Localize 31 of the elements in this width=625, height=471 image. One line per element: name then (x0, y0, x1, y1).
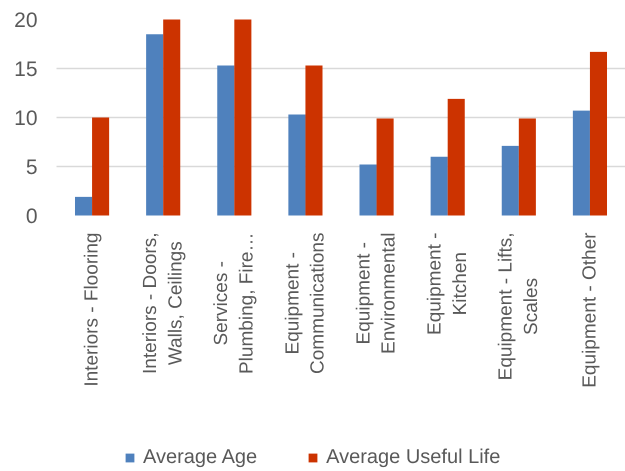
bar (305, 66, 323, 216)
bar (430, 156, 448, 216)
bar (590, 52, 608, 216)
bar (74, 196, 92, 216)
x-tick-label: Interiors - Doors, Walls, Ceilings (140, 232, 186, 374)
bar (163, 20, 180, 216)
y-tick-label: 0 (26, 205, 38, 228)
y-tick-label: 5 (26, 156, 38, 179)
bar (448, 98, 465, 216)
y-tick-label: 20 (14, 9, 38, 32)
x-tick-label: Equipment - Other (579, 232, 600, 388)
bar (234, 20, 252, 216)
legend-label: Average Age (143, 446, 258, 469)
bar (572, 110, 590, 216)
x-tick-label: Equipment - Environmental (353, 232, 400, 354)
bar (502, 146, 519, 216)
bar (359, 164, 377, 216)
y-tick-label: 15 (14, 58, 38, 81)
bar (288, 114, 306, 216)
bar (92, 118, 110, 216)
legend-label: Average Useful Life (326, 446, 500, 469)
x-tick-label: Equipment - Lifts, Scales (496, 232, 542, 380)
bar (518, 118, 536, 216)
bar (146, 34, 164, 216)
bar (217, 66, 234, 216)
x-tick-label: Services - Plumbing, Fire… (211, 232, 258, 374)
x-tick-label: Equipment - Communications (282, 232, 329, 374)
x-tick-label: Interiors - Flooring (82, 232, 103, 387)
bar (376, 118, 394, 216)
x-tick-label: Equipment - Kitchen (424, 232, 471, 335)
y-tick-label: 10 (14, 107, 38, 130)
